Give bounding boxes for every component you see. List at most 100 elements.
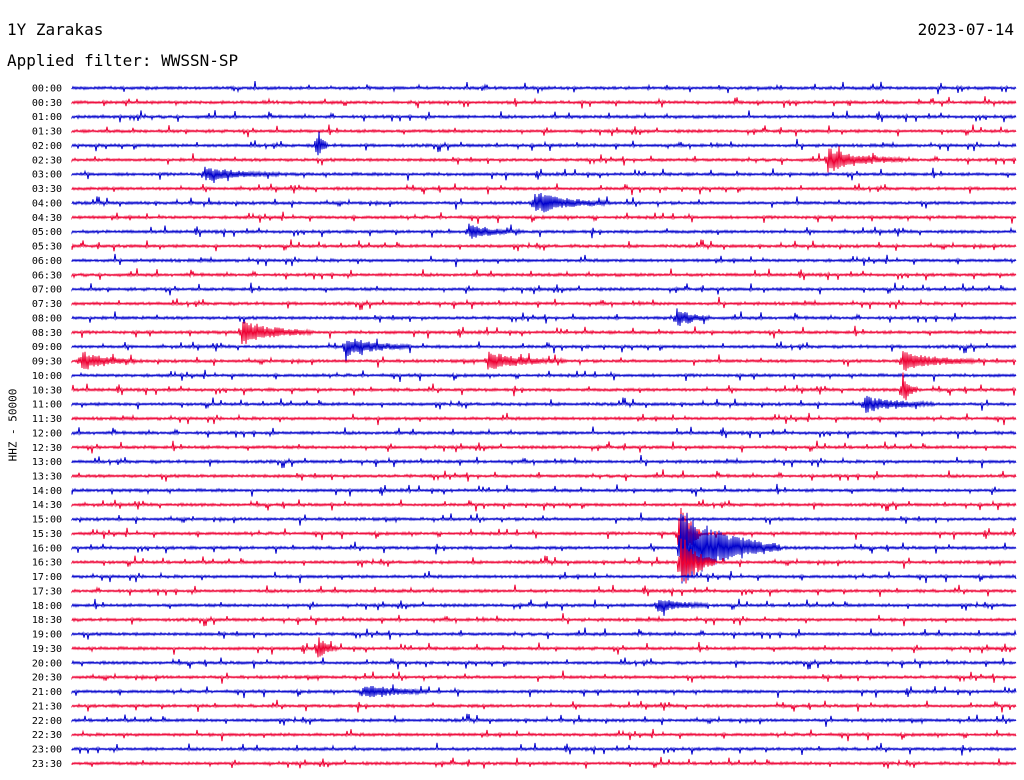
time-tick-label: 20:00 [32,658,62,669]
time-tick-label: 12:30 [32,443,62,454]
trace-line [71,570,1017,584]
time-tick-label: 08:30 [32,328,62,339]
time-tick-label: 02:00 [32,141,62,152]
trace-line [71,338,1017,362]
trace-line [71,637,1017,658]
time-tick-label: 23:30 [32,759,62,770]
time-tick-label: 07:00 [32,285,62,296]
trace-line [71,426,1017,439]
trace-line [71,684,1017,699]
trace-line [71,513,1017,584]
time-tick-label: 06:00 [32,256,62,267]
trace-line [71,742,1017,756]
trace-line [71,124,1017,138]
trace-line [71,670,1017,684]
trace-line [71,81,1017,95]
time-tick-label: 23:00 [32,745,62,756]
time-tick-label: 01:00 [32,112,62,123]
time-tick-label: 18:00 [32,601,62,612]
time-tick-label: 19:30 [32,644,62,655]
trace-line [71,455,1017,469]
time-tick-label: 09:30 [32,357,62,368]
trace-line [71,211,1017,224]
trace-line [71,110,1017,123]
time-tick-label: 15:00 [32,515,62,526]
time-tick-label: 21:00 [32,687,62,698]
trace-line [71,412,1017,426]
time-tick-label: 05:00 [32,227,62,238]
trace-line [71,183,1017,196]
time-tick-label: 01:30 [32,127,62,138]
time-tick-label: 17:00 [32,572,62,583]
trace-line [71,538,1017,584]
time-tick-label: 19:00 [32,630,62,641]
trace-line [71,131,1017,156]
trace-line [71,96,1017,109]
time-tick-label: 11:30 [32,414,62,425]
time-tick-label: 09:00 [32,342,62,353]
trace-line [71,756,1017,769]
station-title: 1Y Zarakas [7,20,104,39]
time-tick-label: 12:00 [32,428,62,439]
trace-line [71,223,1017,239]
time-tick-label: 18:30 [32,615,62,626]
time-tick-label: 04:00 [32,198,62,209]
trace-line [71,192,1017,213]
trace-line [71,440,1017,454]
trace-line [71,321,1017,345]
time-tick-label: 13:00 [32,457,62,468]
time-tick-label: 16:00 [32,543,62,554]
trace-line [71,699,1017,713]
trace-line [71,512,1017,526]
trace-line [71,598,1017,616]
time-tick-label: 10:30 [32,385,62,396]
time-tick-label: 13:30 [32,471,62,482]
time-tick-label: 15:30 [32,529,62,540]
time-tick-label: 07:30 [32,299,62,310]
trace-line [71,253,1017,268]
time-tick-label: 14:00 [32,486,62,497]
trace-line [71,372,1017,401]
time-tick-label: 02:30 [32,155,62,166]
time-tick-label: 21:30 [32,701,62,712]
time-tick-label: 16:30 [32,558,62,569]
trace-line [71,268,1017,281]
time-tick-label: 14:30 [32,500,62,511]
time-tick-label: 04:30 [32,213,62,224]
time-tick-label: 10:00 [32,371,62,382]
trace-line [71,395,1017,413]
time-tick-label: 08:00 [32,313,62,324]
time-tick-label: 06:30 [32,270,62,281]
time-tick-label: 11:00 [32,400,62,411]
time-tick-label: 20:30 [32,673,62,684]
time-tick-label: 22:30 [32,730,62,741]
trace-line [71,282,1017,296]
trace-line [71,166,1017,184]
time-tick-label: 03:30 [32,184,62,195]
trace-line [71,507,1017,564]
trace-line [71,296,1017,311]
time-tick-label: 05:30 [32,242,62,253]
trace-line [71,627,1017,640]
trace-line [71,239,1017,252]
trace-line [71,657,1017,670]
trace-line [71,351,1017,371]
trace-line [71,613,1017,627]
filter-label: Applied filter: WWSSN-SP [7,51,239,70]
time-tick-label: 00:00 [32,84,62,95]
trace-line [71,483,1017,497]
time-tick-label: 17:30 [32,586,62,597]
trace-line [71,713,1017,727]
trace-line [71,369,1017,382]
time-tick-label: 00:30 [32,98,62,109]
trace-line [71,728,1017,742]
time-tick-label: 22:00 [32,716,62,727]
time-tick-label: 03:00 [32,170,62,181]
trace-line [71,499,1017,512]
trace-line [71,308,1017,327]
trace-line [71,469,1017,482]
trace-line [71,146,1017,173]
trace-line [71,584,1017,597]
date-label: 2023-07-14 [917,20,1014,39]
